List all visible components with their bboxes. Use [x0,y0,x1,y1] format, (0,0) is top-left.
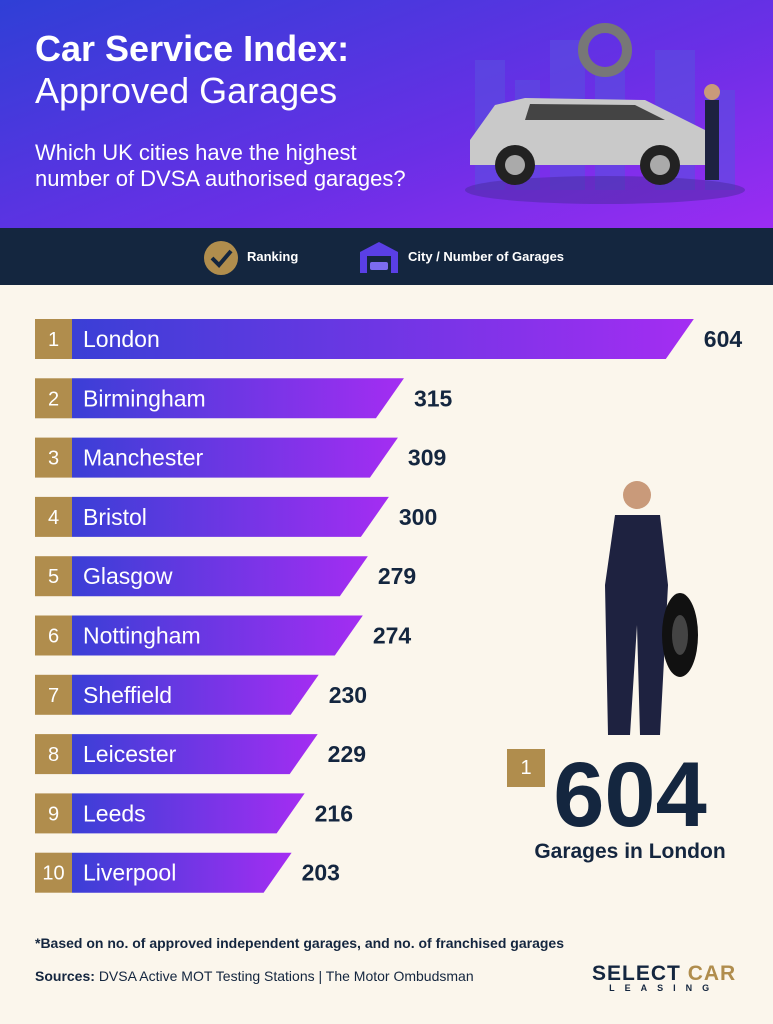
logo: SELECT CAR LEASING [592,962,736,993]
footnote: *Based on no. of approved independent ga… [35,935,564,951]
value-label: 309 [408,445,446,471]
garage-icon [360,242,398,273]
value-label: 279 [378,563,416,589]
value-label: 216 [315,800,353,826]
legend-label: City / Number of Garages [408,249,565,264]
rank-box [35,496,72,537]
value-label: 274 [373,623,412,649]
bar [72,674,319,715]
city-label: Birmingham [83,385,206,411]
value-label: 203 [302,860,340,886]
rank-label: 4 [48,507,59,529]
rank-box [35,615,72,656]
bar [72,319,694,359]
logo-select: SELECT [592,962,681,985]
city-label: Leeds [83,800,146,826]
bar [72,793,305,834]
value-label: 229 [328,741,366,767]
rank-label: 3 [48,448,59,470]
city-label: Liverpool [83,860,176,886]
ranking-icon [204,241,238,275]
logo-car: CAR [687,962,737,985]
bar [72,615,363,656]
title-line: Approved Garages [35,70,338,111]
rank-label: 5 [48,566,59,588]
value-label: 300 [399,504,437,530]
highlight-value: 604 [553,744,707,846]
rank-box [35,319,72,359]
rank-box [35,378,72,419]
title: Car Service Index: Approved Garages [35,28,349,112]
rank-box [35,437,72,478]
rank-label: 6 [48,626,59,648]
city-label: Nottingham [83,623,201,649]
rank-box [35,793,72,834]
city-label: London [83,326,160,352]
city-label: Manchester [83,445,204,471]
value-label: 315 [414,385,453,411]
rank-label: 8 [48,744,59,766]
sources-text: DVSA Active MOT Testing Stations | The M… [98,968,474,984]
highlight-rank: 1 [507,749,545,787]
rank-box [35,734,72,775]
bar [72,378,404,419]
sources: Sources: DVSA Active MOT Testing Station… [35,968,474,984]
rank-label: 7 [48,685,59,707]
bar [72,556,368,597]
rank-box [35,556,72,597]
value-label: 604 [704,326,743,352]
city-label: Leicester [83,741,177,767]
bar [72,852,292,893]
legend-label: Ranking [247,249,299,264]
rank-label: 2 [48,388,59,410]
city-label: Bristol [83,504,147,530]
bar [72,734,318,775]
rank-label: 9 [48,803,59,825]
chart: 1 London 604 2 Birmingham 315 3 Manchester 309 4 B… [35,319,743,893]
title-line: Car Service Index: [35,28,350,69]
city-label: Glasgow [83,563,173,589]
city-label: Sheffield [83,682,172,708]
bar [72,437,398,478]
value-label: 230 [329,682,367,708]
highlight-label: Garages in London [534,840,726,863]
bar [72,496,389,537]
rank-label: 10 [42,863,64,885]
mechanic [605,481,698,735]
rank-box [35,852,72,893]
rank-box [35,674,72,715]
rank-label: 1 [48,329,59,351]
subtitle: Which UK cities have the highest number … [35,140,406,191]
header-illustration [465,23,745,204]
sources-label: Sources: [35,968,95,984]
logo-sub: LEASING [609,983,720,993]
